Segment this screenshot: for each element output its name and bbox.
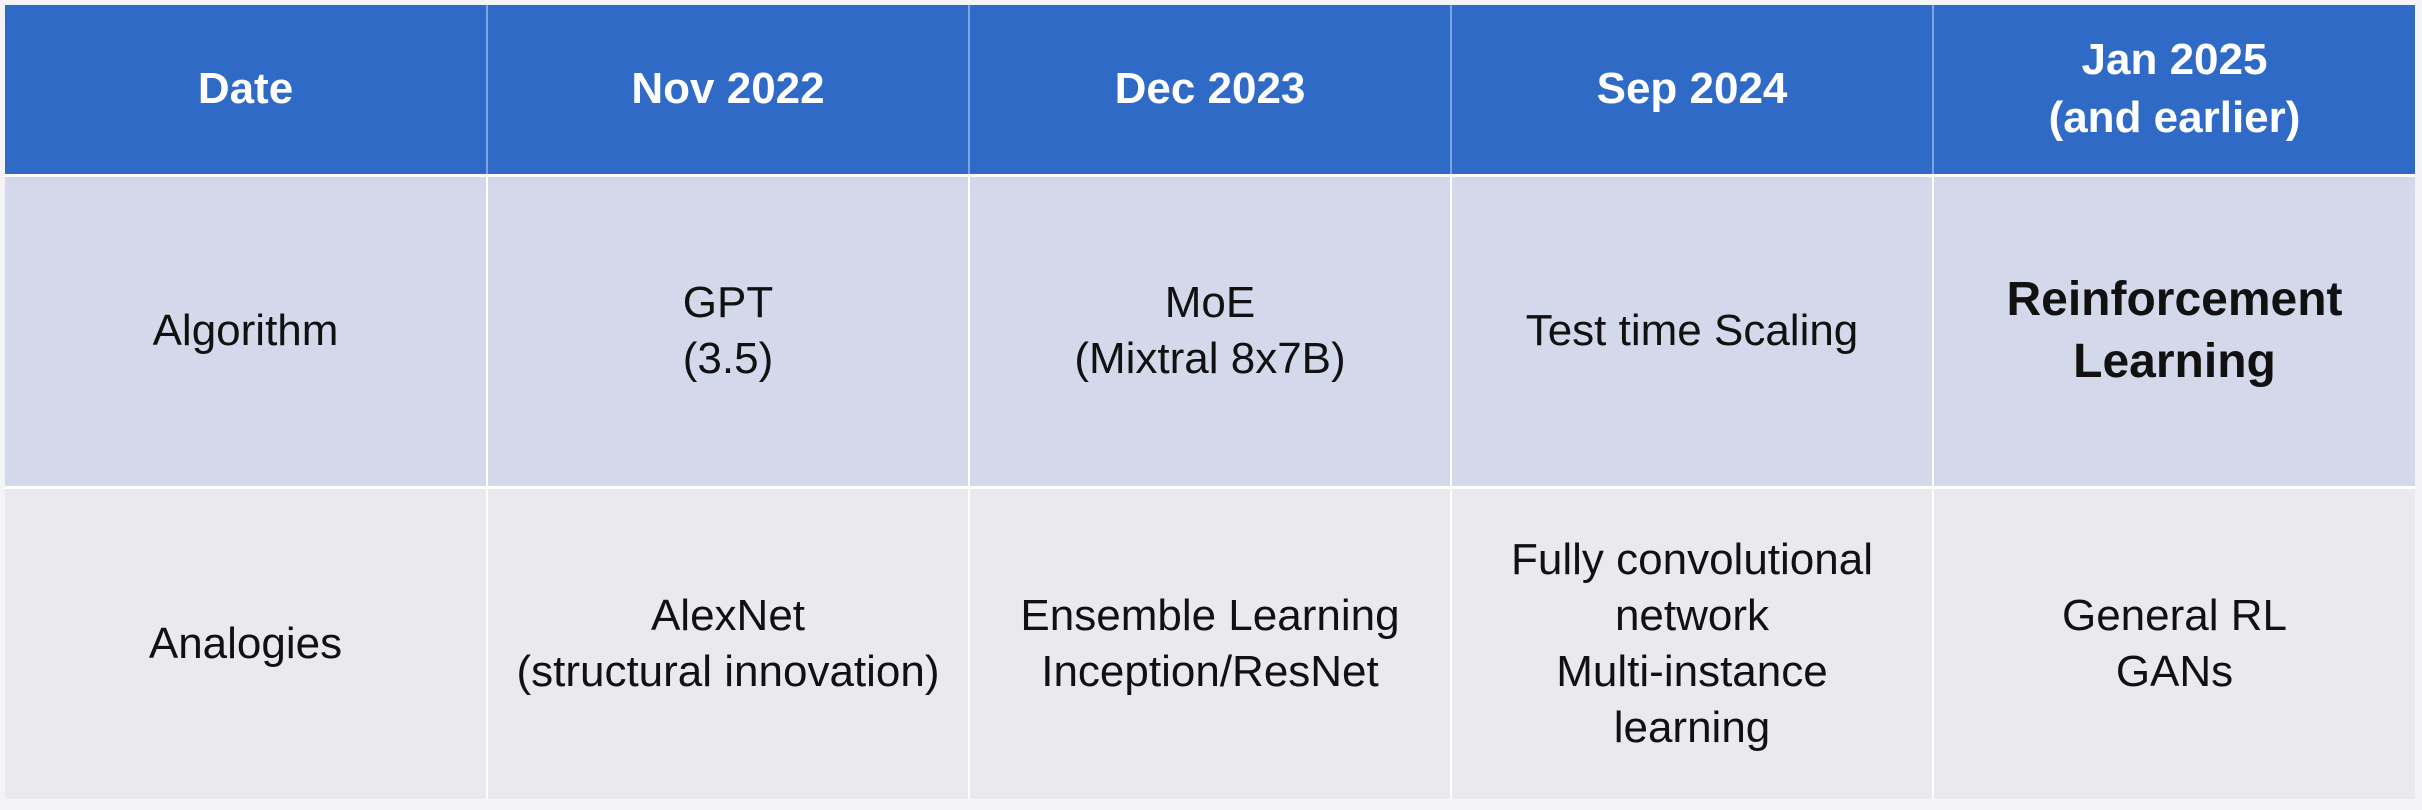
table-cell: AlexNet (structural innovation) bbox=[487, 487, 970, 799]
row-label-algorithm: Algorithm bbox=[5, 175, 488, 489]
row-label-analogies: Analogies bbox=[5, 487, 488, 799]
header-date: Date bbox=[5, 5, 488, 177]
table-cell-highlight: Reinforcement Learning bbox=[1933, 175, 2415, 489]
header-row: Date Nov 2022 Dec 2023 Sep 2024 Jan 2025… bbox=[5, 5, 2415, 177]
table-row-algorithm: Algorithm GPT (3.5) MoE (Mixtral 8x7B) T… bbox=[5, 175, 2415, 489]
header-sep-2024: Sep 2024 bbox=[1451, 5, 1934, 177]
table-cell: GPT (3.5) bbox=[487, 175, 970, 489]
table-row-analogies: Analogies AlexNet (structural innovation… bbox=[5, 487, 2415, 799]
header-nov-2022: Nov 2022 bbox=[487, 5, 970, 177]
comparison-table: Date Nov 2022 Dec 2023 Sep 2024 Jan 2025… bbox=[5, 5, 2415, 799]
table-cell: Fully convolutional network Multi-instan… bbox=[1451, 487, 1934, 799]
table-cell: MoE (Mixtral 8x7B) bbox=[969, 175, 1452, 489]
header-dec-2023: Dec 2023 bbox=[969, 5, 1452, 177]
header-jan-2025: Jan 2025 (and earlier) bbox=[1933, 5, 2415, 177]
table-cell: General RL GANs bbox=[1933, 487, 2415, 799]
table-cell: Test time Scaling bbox=[1451, 175, 1934, 489]
table-cell: Ensemble Learning Inception/ResNet bbox=[969, 487, 1452, 799]
